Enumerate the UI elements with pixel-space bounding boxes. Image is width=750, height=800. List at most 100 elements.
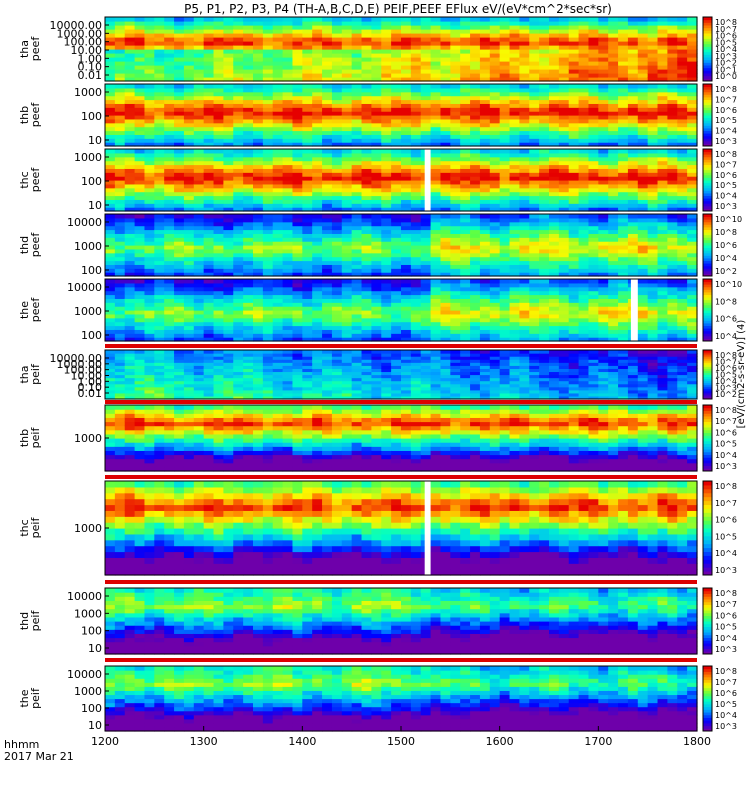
spectrogram-cell bbox=[341, 199, 353, 204]
spectrogram-cell bbox=[450, 103, 461, 108]
spectrogram-cell bbox=[381, 149, 392, 154]
spectrogram-cell bbox=[213, 130, 224, 135]
spectrogram-cell bbox=[302, 272, 313, 277]
spectrogram-cell bbox=[183, 214, 195, 219]
spectrogram-cell bbox=[529, 156, 540, 162]
spectrogram-cell bbox=[371, 57, 382, 62]
spectrogram-cell bbox=[331, 306, 343, 311]
spectrogram-cell bbox=[479, 203, 491, 208]
spectrogram-cell bbox=[519, 221, 530, 227]
spectrogram-cell bbox=[114, 321, 126, 327]
spectrogram-cell bbox=[292, 115, 303, 120]
spectrogram-cell bbox=[529, 142, 540, 147]
spectrogram-cell bbox=[213, 134, 224, 139]
spectrogram-cell bbox=[292, 168, 303, 173]
spectrogram-cell bbox=[114, 217, 126, 223]
spectrogram-cell bbox=[549, 176, 560, 181]
spectrogram-cell bbox=[657, 122, 668, 128]
spectrogram-cell bbox=[341, 252, 353, 258]
spectrogram-cell bbox=[105, 149, 116, 154]
spectrogram-cell bbox=[440, 115, 451, 120]
spectrogram-cell bbox=[410, 217, 422, 223]
spectrogram-cell bbox=[618, 69, 629, 74]
spectrogram-cell bbox=[677, 45, 688, 50]
spectrogram-cell bbox=[460, 49, 471, 54]
spectrogram-cell bbox=[687, 103, 698, 108]
spectrogram-cell bbox=[608, 325, 619, 330]
spectrogram-cell bbox=[401, 187, 412, 193]
spectrogram-cell bbox=[509, 134, 520, 139]
spectrogram-cell bbox=[134, 183, 146, 189]
spectrogram-cell bbox=[144, 233, 155, 238]
spectrogram-cell bbox=[154, 45, 165, 50]
spectrogram-cell bbox=[391, 65, 402, 70]
spectrogram-cell bbox=[509, 286, 520, 292]
spectrogram-cell bbox=[608, 37, 619, 42]
spectrogram-cell bbox=[450, 41, 461, 46]
spectrogram-cell bbox=[440, 229, 451, 234]
spectrogram-cell bbox=[578, 329, 590, 334]
spectrogram-cell bbox=[430, 84, 442, 89]
spectrogram-cell bbox=[450, 138, 461, 143]
spectrogram-cell bbox=[223, 164, 234, 169]
spectrogram-cell bbox=[351, 325, 363, 330]
spectrogram-cell bbox=[381, 225, 392, 231]
spectrogram-cell bbox=[144, 99, 155, 104]
spectrogram-cell bbox=[588, 84, 599, 89]
spectrogram-cell bbox=[124, 229, 136, 234]
spectrogram-cell bbox=[479, 252, 491, 258]
spectrogram-cell bbox=[282, 302, 294, 307]
spectrogram-cell bbox=[312, 33, 323, 38]
spectrogram-cell bbox=[154, 176, 165, 181]
spectrogram-cell bbox=[598, 252, 609, 258]
spectrogram-cell bbox=[470, 233, 481, 238]
spectrogram-cell bbox=[519, 229, 530, 234]
spectrogram-cell bbox=[618, 302, 629, 307]
spectrogram-cell bbox=[322, 37, 333, 42]
y-axis-label: thd bbox=[18, 236, 31, 254]
spectrogram-cell bbox=[253, 77, 264, 82]
spectrogram-cell bbox=[627, 252, 639, 258]
spectrogram-cell bbox=[371, 164, 382, 169]
spectrogram-cell bbox=[627, 164, 639, 169]
spectrogram-cell bbox=[598, 268, 609, 273]
spectrogram-cell bbox=[450, 37, 461, 42]
spectrogram-cell bbox=[144, 282, 155, 288]
spectrogram-cell bbox=[539, 73, 550, 78]
spectrogram-cell bbox=[371, 313, 382, 319]
spectrogram-cell bbox=[351, 229, 363, 234]
spectrogram-cell bbox=[460, 310, 471, 315]
spectrogram-cell bbox=[578, 152, 590, 158]
spectrogram-cell bbox=[253, 221, 264, 227]
spectrogram-cell bbox=[549, 317, 560, 323]
spectrogram-cell bbox=[657, 91, 668, 97]
colorbar-swatch bbox=[703, 239, 712, 243]
spectrogram-cell bbox=[331, 187, 343, 193]
spectrogram-cell bbox=[341, 268, 353, 273]
spectrogram-cell bbox=[479, 61, 491, 66]
spectrogram-cell bbox=[243, 107, 254, 112]
spectrogram-cell bbox=[203, 241, 215, 246]
spectrogram-cell bbox=[637, 195, 649, 200]
spectrogram-cell bbox=[687, 282, 698, 288]
spectrogram-cell bbox=[410, 237, 422, 242]
spectrogram-cell bbox=[499, 33, 511, 38]
spectrogram-cell bbox=[568, 65, 580, 70]
spectrogram-cell bbox=[183, 241, 195, 246]
spectrogram-cell bbox=[598, 156, 609, 162]
spectrogram-cell bbox=[361, 237, 372, 242]
spectrogram-cell bbox=[657, 187, 668, 193]
spectrogram-cell bbox=[440, 203, 451, 208]
spectrogram-cell bbox=[509, 272, 520, 277]
spectrogram-cell bbox=[203, 84, 215, 89]
spectrogram-cell bbox=[588, 294, 599, 299]
spectrogram-cell bbox=[331, 214, 343, 219]
spectrogram-cell bbox=[381, 142, 392, 147]
spectrogram-cell bbox=[509, 214, 520, 219]
spectrogram-cell bbox=[618, 248, 629, 254]
y-axis-label: tha bbox=[18, 40, 31, 58]
spectrogram-cell bbox=[460, 84, 471, 89]
spectrogram-cell bbox=[450, 272, 461, 277]
spectrogram-cell bbox=[647, 191, 659, 197]
spectrogram-cell bbox=[667, 313, 678, 319]
